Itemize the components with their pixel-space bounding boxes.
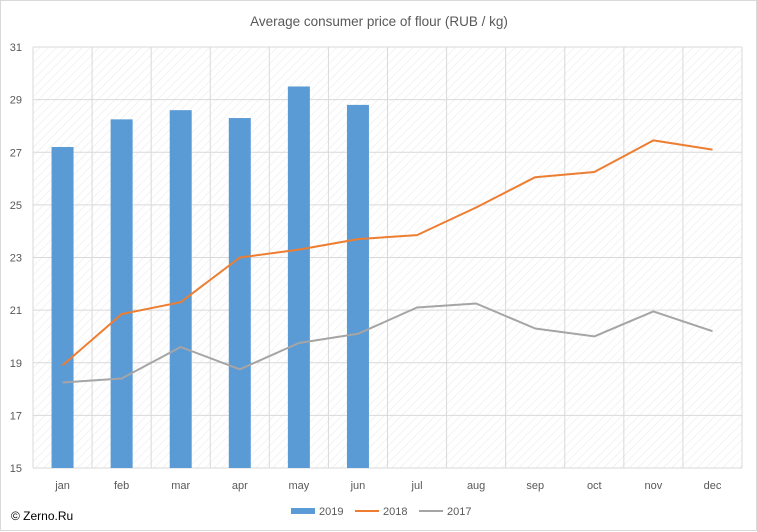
line-series-2017 <box>62 302 713 384</box>
chart-title: Average consumer price of flour (RUB / k… <box>250 14 508 29</box>
legend: 2019 2018 2017 <box>291 506 471 518</box>
y-tick-label: 15 <box>10 463 22 475</box>
line-series-layer <box>61 139 713 384</box>
y-tick-label: 29 <box>10 95 22 107</box>
bar-2019-may <box>287 86 310 468</box>
legend-label-2017: 2017 <box>447 506 471 518</box>
x-tick-label-dec: dec <box>704 480 722 492</box>
bar-2019-feb <box>110 119 133 468</box>
y-tick-label: 17 <box>10 410 22 422</box>
x-tick-label-may: may <box>288 480 309 492</box>
y-axis-ticks: 15 17 19 21 23 25 27 29 31 <box>10 42 22 475</box>
x-tick-label-jan: jan <box>54 480 70 492</box>
x-tick-label-apr: apr <box>232 480 248 492</box>
x-tick-label-nov: nov <box>645 480 663 492</box>
legend-label-2019: 2019 <box>319 506 343 518</box>
x-tick-label-jun: jun <box>350 480 366 492</box>
y-tick-label: 23 <box>10 253 22 265</box>
bar-2019-jun <box>346 104 369 468</box>
y-tick-label: 19 <box>10 358 22 370</box>
bar-2019-apr <box>228 118 251 468</box>
legend-label-2018: 2018 <box>383 506 407 518</box>
x-tick-label-mar: mar <box>171 480 190 492</box>
bar-series-layer <box>51 86 369 469</box>
bar-2019-mar <box>169 110 192 469</box>
y-tick-label: 21 <box>10 305 22 317</box>
x-tick-label-aug: aug <box>467 480 485 492</box>
bar-2019-jan <box>51 146 74 469</box>
x-tick-label-oct: oct <box>587 480 602 492</box>
y-tick-label: 31 <box>10 42 22 54</box>
legend-swatch-2019 <box>291 508 315 514</box>
credit-text: © Zerno.Ru <box>11 509 73 523</box>
x-tick-label-jul: jul <box>411 480 423 492</box>
x-tick-label-sep: sep <box>526 480 544 492</box>
x-tick-label-feb: feb <box>114 480 129 492</box>
y-tick-label: 27 <box>10 147 22 159</box>
y-tick-label: 25 <box>10 200 22 212</box>
x-axis-ticks: jan feb mar apr may jun jul aug sep oct nov dec <box>54 480 722 492</box>
line-series-2018 <box>61 139 713 367</box>
